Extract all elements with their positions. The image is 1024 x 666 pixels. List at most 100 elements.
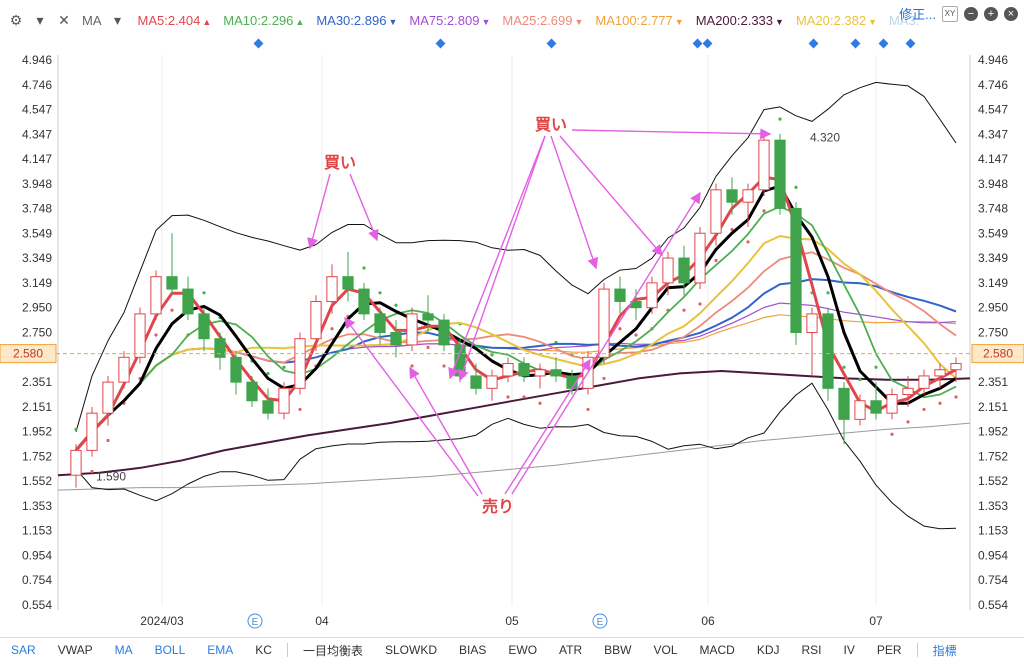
candle-body[interactable] bbox=[86, 412, 98, 451]
ma-legend-item[interactable]: MA20:2.382 ▼ bbox=[796, 13, 877, 28]
candle-body[interactable] bbox=[726, 189, 738, 203]
candle-body[interactable] bbox=[406, 313, 418, 346]
indicator-tab[interactable]: BOLL bbox=[154, 643, 186, 657]
ma-legend-item[interactable]: MA100:2.777 ▼ bbox=[595, 13, 683, 28]
candle-body[interactable] bbox=[950, 363, 962, 371]
candle-body[interactable] bbox=[422, 313, 434, 321]
candle-body[interactable] bbox=[870, 400, 882, 414]
candle-body[interactable] bbox=[182, 288, 194, 315]
candle-body[interactable] bbox=[486, 375, 498, 389]
indicator-tab[interactable]: PER bbox=[876, 643, 902, 657]
event-diamond[interactable] bbox=[702, 38, 713, 49]
event-diamond[interactable] bbox=[692, 38, 703, 49]
candle-body[interactable] bbox=[838, 387, 850, 420]
ma-legend-item[interactable]: MA10:2.296 ▲ bbox=[223, 13, 304, 28]
candle-body[interactable] bbox=[198, 313, 210, 340]
candle-body[interactable] bbox=[326, 276, 338, 302]
close-icon[interactable]: × bbox=[1004, 6, 1018, 21]
indicator-tab[interactable]: BBW bbox=[604, 643, 632, 657]
dropdown-icon[interactable]: ▾ bbox=[113, 12, 122, 28]
candle-body[interactable] bbox=[246, 381, 258, 402]
indicator-tab[interactable]: KDJ bbox=[756, 643, 780, 657]
candle-body[interactable] bbox=[934, 369, 946, 377]
candle-body[interactable] bbox=[342, 276, 354, 290]
candle-body[interactable] bbox=[470, 375, 482, 389]
candle-body[interactable] bbox=[854, 400, 866, 420]
candle-body[interactable] bbox=[550, 369, 562, 377]
candle-body[interactable] bbox=[390, 332, 402, 346]
candle-body[interactable] bbox=[262, 400, 274, 414]
candle-body[interactable] bbox=[790, 207, 802, 334]
candle-body[interactable] bbox=[742, 189, 754, 203]
candle-body[interactable] bbox=[134, 313, 146, 358]
minus-icon[interactable]: − bbox=[964, 6, 978, 21]
candlestick-chart[interactable]: 4.946 4.946 4.746 4.746 4.547 4.547 4.347 4.347… bbox=[0, 50, 1024, 635]
candle-body[interactable] bbox=[886, 394, 898, 414]
event-diamond[interactable] bbox=[546, 38, 557, 49]
indicator-tab[interactable]: VWAP bbox=[57, 643, 93, 657]
event-diamond[interactable] bbox=[808, 38, 819, 49]
candle-body[interactable] bbox=[598, 288, 610, 358]
candle-body[interactable] bbox=[758, 139, 770, 191]
candle-body[interactable] bbox=[310, 300, 322, 340]
event-diamond[interactable] bbox=[878, 38, 889, 49]
candle-body[interactable] bbox=[374, 313, 386, 334]
indicator-tab[interactable]: RSI bbox=[801, 643, 822, 657]
event-diamond[interactable] bbox=[435, 38, 446, 49]
event-marker-icon[interactable] bbox=[592, 613, 608, 629]
candle-body[interactable] bbox=[614, 288, 626, 302]
candle-body[interactable] bbox=[774, 139, 786, 209]
indicator-button[interactable]: 指標 bbox=[932, 643, 957, 658]
candle-body[interactable] bbox=[278, 387, 290, 414]
candle-body[interactable] bbox=[438, 319, 450, 346]
candle-body[interactable] bbox=[502, 363, 514, 377]
candle-body[interactable] bbox=[214, 338, 226, 358]
candle-body[interactable] bbox=[646, 282, 658, 309]
plus-icon[interactable]: + bbox=[984, 6, 998, 21]
ma-legend-item[interactable]: MA3: bbox=[889, 13, 919, 28]
candle-body[interactable] bbox=[230, 356, 242, 383]
candle-body[interactable] bbox=[710, 189, 722, 234]
indicator-tab[interactable]: MA bbox=[114, 643, 133, 657]
candle-body[interactable] bbox=[118, 356, 130, 383]
candle-body[interactable] bbox=[518, 363, 530, 377]
indicator-tab[interactable]: MACD bbox=[699, 643, 735, 657]
candle-body[interactable] bbox=[534, 369, 546, 377]
ma-legend-item[interactable]: MA30:2.896 ▼ bbox=[316, 13, 397, 28]
event-diamond[interactable] bbox=[905, 38, 916, 49]
ma-legend-item[interactable]: MA75:2.809 ▼ bbox=[409, 13, 490, 28]
candle-body[interactable] bbox=[678, 257, 690, 284]
candle-body[interactable] bbox=[294, 338, 306, 389]
indicator-tab[interactable]: BIAS bbox=[459, 643, 487, 657]
indicator-tab[interactable]: EMA bbox=[207, 643, 234, 657]
candle-body[interactable] bbox=[822, 313, 834, 389]
candle-body[interactable] bbox=[662, 257, 674, 284]
indicator-tab[interactable]: VOL bbox=[653, 643, 678, 657]
indicator-tab[interactable]: EWO bbox=[508, 643, 538, 657]
event-diamond[interactable] bbox=[850, 38, 861, 49]
candle-body[interactable] bbox=[166, 276, 178, 290]
event-marker-icon[interactable] bbox=[247, 613, 263, 629]
chevron-down-icon[interactable]: ▾ bbox=[36, 12, 44, 28]
candle-body[interactable] bbox=[806, 313, 818, 334]
candle-body[interactable] bbox=[102, 381, 114, 414]
ma-legend-item[interactable]: MA25:2.699 ▼ bbox=[502, 13, 583, 28]
indicator-tab[interactable]: ATR bbox=[559, 643, 583, 657]
candle-body[interactable] bbox=[150, 276, 162, 315]
event-diamond[interactable] bbox=[253, 38, 264, 49]
indicator-tab[interactable]: SAR bbox=[11, 643, 36, 657]
indicator-tab[interactable]: IV bbox=[843, 643, 855, 657]
modify-button[interactable]: 修正... bbox=[899, 7, 936, 22]
gear-icon[interactable]: ⚙ bbox=[9, 12, 23, 28]
candle-body[interactable] bbox=[694, 232, 706, 284]
indicator-tab[interactable]: KC bbox=[255, 643, 272, 657]
ma-selector[interactable]: MA bbox=[82, 12, 102, 28]
candle-body[interactable] bbox=[918, 375, 930, 389]
candle-body[interactable] bbox=[70, 449, 82, 476]
candle-body[interactable] bbox=[358, 288, 370, 315]
close-icon[interactable]: ✕ bbox=[58, 12, 70, 28]
ma-legend-item[interactable]: MA5:2.404 ▲ bbox=[138, 13, 212, 28]
xy-scale-icon[interactable]: XY bbox=[942, 5, 958, 22]
indicator-tab[interactable]: 一目均衡表 bbox=[302, 643, 363, 658]
candle-body[interactable] bbox=[902, 387, 914, 396]
